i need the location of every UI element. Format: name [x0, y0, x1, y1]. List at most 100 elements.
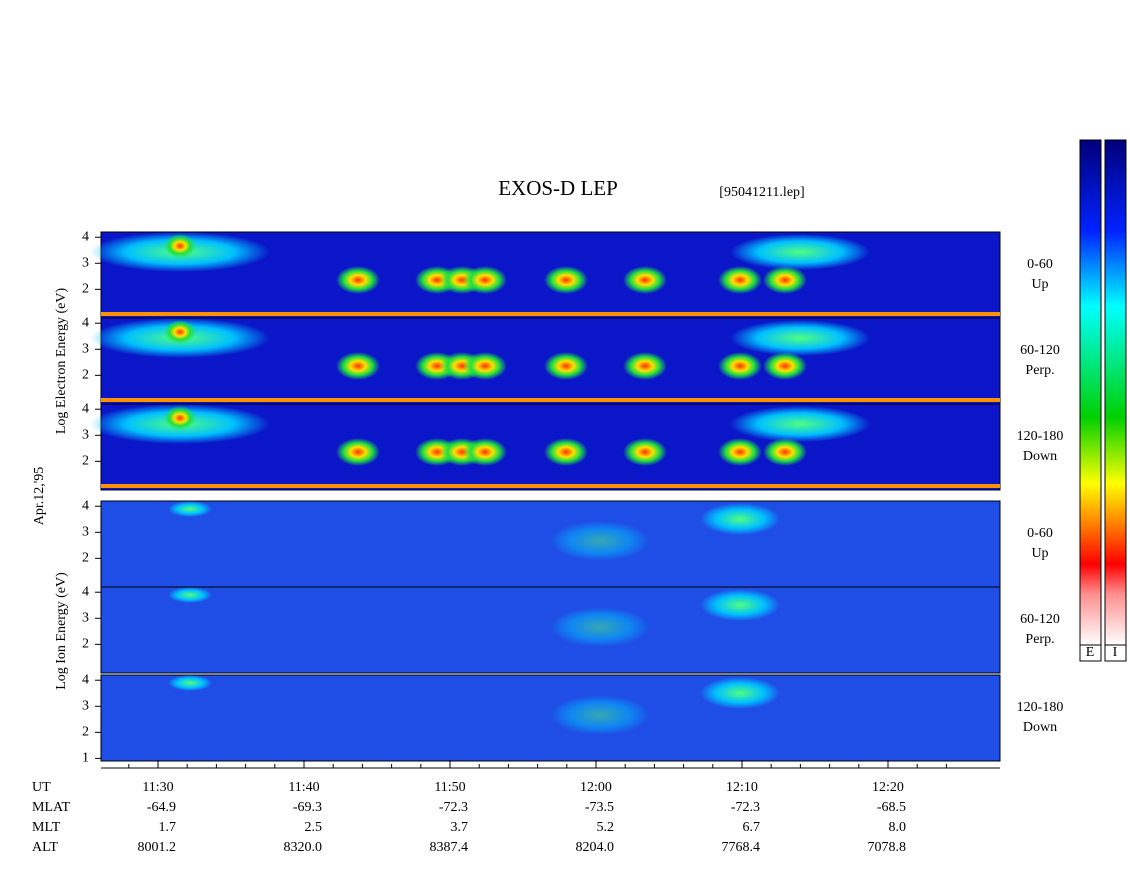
spectrogram-feature	[168, 501, 212, 517]
y-tick-label: 2	[82, 551, 89, 566]
spectrogram-feature	[164, 234, 196, 258]
spectrogram-feature	[544, 352, 588, 380]
ephemeris-value: 3.7	[451, 820, 469, 835]
ephemeris-value: -69.3	[293, 800, 322, 815]
spectrogram-feature	[718, 438, 762, 466]
colorbar-box	[1079, 644, 1102, 662]
y-tick-label: 3	[82, 524, 89, 539]
ephemeris-value: 12:00	[580, 780, 612, 795]
spectrogram-feature	[463, 266, 507, 294]
y-tick-label: 4	[82, 401, 89, 416]
spectrogram-feature	[550, 607, 650, 647]
panel-label: 60-120	[1020, 612, 1060, 627]
spectrogram-feature	[336, 266, 380, 294]
spectrogram-feature	[463, 352, 507, 380]
spectrogram-feature	[718, 352, 762, 380]
file-name: [95041211.lep]	[719, 185, 804, 200]
ephemeris-value: -68.5	[877, 800, 906, 815]
spectrogram-feature	[336, 438, 380, 466]
panel-label: 60-120	[1020, 343, 1060, 358]
y-tick-label: 3	[82, 255, 89, 270]
spectrogram-panel	[100, 674, 1001, 762]
spectrogram-feature	[763, 266, 807, 294]
panel-label: Perp.	[1025, 632, 1054, 647]
y-tick-label: 4	[82, 584, 89, 599]
y-tick-label: 3	[82, 341, 89, 356]
panel-label: Down	[1023, 720, 1057, 735]
ephemeris-value: 8001.2	[138, 840, 177, 855]
spectrogram-feature	[550, 521, 650, 561]
ephemeris-value: 1.7	[159, 820, 177, 835]
y-tick-label: 2	[82, 368, 89, 383]
spectrogram-feature	[168, 587, 212, 603]
spectrogram-panel	[100, 500, 1001, 588]
panel-label: Up	[1031, 546, 1048, 561]
spectrogram-band	[101, 398, 1000, 402]
spectrogram-feature	[700, 589, 780, 621]
spectrogram-feature	[463, 438, 507, 466]
spectrogram-feature	[763, 352, 807, 380]
y-tick-label: 3	[82, 610, 89, 625]
y-tick-label: 4	[82, 672, 89, 687]
y-tick-label: 2	[82, 282, 89, 297]
ephemeris-value: -73.5	[585, 800, 614, 815]
panel-label: 120-180	[1017, 429, 1064, 444]
y-tick-label: 3	[82, 427, 89, 442]
spectrogram-panel	[100, 586, 1001, 674]
panel-label: Perp.	[1025, 363, 1054, 378]
ephemeris-value: 7768.4	[722, 840, 761, 855]
ephemeris-name: MLT	[32, 820, 61, 835]
panel-label: 0-60	[1027, 526, 1053, 541]
ephemeris-value: 12:10	[726, 780, 758, 795]
spectrogram-feature	[623, 352, 667, 380]
spectrogram-feature	[164, 406, 196, 430]
spectrogram-feature	[700, 677, 780, 709]
y-tick-label: 2	[82, 637, 89, 652]
spectrogram-feature	[544, 266, 588, 294]
ephemeris-value: 8320.0	[284, 840, 323, 855]
ephemeris-value: -72.3	[731, 800, 760, 815]
date-label: Apr.12,'95	[32, 467, 47, 526]
chart-title: EXOS-D LEP	[498, 176, 618, 200]
spectrogram-feature	[544, 438, 588, 466]
y-axis-label: Log Ion Energy (eV)	[54, 572, 69, 690]
ephemeris-value: 5.2	[597, 820, 615, 835]
spectrogram-feature	[730, 320, 870, 356]
spectrogram-band	[101, 484, 1000, 488]
spectrogram-band	[101, 312, 1000, 316]
spectrogram-feature	[336, 352, 380, 380]
ephemeris-value: 8204.0	[576, 840, 615, 855]
ephemeris-value: 11:40	[288, 780, 319, 795]
colorbar	[1079, 139, 1102, 646]
colorbar-label: I	[1113, 645, 1118, 660]
panel-label: Up	[1031, 277, 1048, 292]
y-tick-label: 4	[82, 315, 89, 330]
y-tick-label: 1	[82, 751, 89, 766]
y-tick-label: 4	[82, 229, 89, 244]
ephemeris-value: 11:30	[142, 780, 173, 795]
spectrogram-feature	[730, 406, 870, 442]
y-tick-label: 2	[82, 725, 89, 740]
spectrogram-feature	[730, 234, 870, 270]
panel-label: Down	[1023, 449, 1057, 464]
ephemeris-value: 11:50	[434, 780, 465, 795]
spectrogram-feature	[763, 438, 807, 466]
ephemeris-name: UT	[32, 780, 51, 795]
spectrogram-feature	[718, 266, 762, 294]
panel-label: 0-60	[1027, 257, 1053, 272]
spectrogram-feature	[623, 438, 667, 466]
ephemeris-value: 8.0	[889, 820, 907, 835]
spectrogram-feature	[164, 320, 196, 344]
y-tick-label: 3	[82, 698, 89, 713]
ephemeris-value: -64.9	[147, 800, 176, 815]
ephemeris-value: 12:20	[872, 780, 904, 795]
panel-label: 120-180	[1017, 700, 1064, 715]
y-tick-label: 4	[82, 498, 89, 513]
y-tick-label: 2	[82, 454, 89, 469]
spectrogram-feature	[623, 266, 667, 294]
ephemeris-value: -72.3	[439, 800, 468, 815]
colorbar-label: E	[1086, 645, 1095, 660]
ephemeris-value: 2.5	[305, 820, 323, 835]
spectrogram-feature	[700, 503, 780, 535]
